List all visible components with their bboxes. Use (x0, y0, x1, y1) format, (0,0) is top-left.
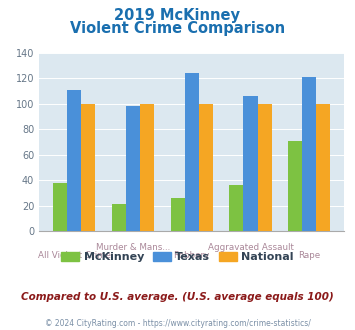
Bar (185, 73, 199, 231)
Text: Rape: Rape (298, 251, 320, 260)
Bar (67, 90, 81, 231)
Text: Murder & Mans...: Murder & Mans... (96, 243, 170, 251)
Bar (199, 104, 213, 231)
Bar (81, 104, 95, 231)
Text: Robbery: Robbery (174, 251, 210, 260)
Bar (53, 182, 67, 231)
Text: Aggravated Assault: Aggravated Assault (208, 243, 294, 251)
Bar (112, 204, 126, 231)
Bar (140, 104, 154, 231)
Legend: McKinney, Texas, National: McKinney, Texas, National (57, 248, 298, 267)
Bar (302, 77, 316, 231)
Bar (244, 96, 258, 231)
Text: Compared to U.S. average. (U.S. average equals 100): Compared to U.S. average. (U.S. average … (21, 292, 334, 302)
Bar (316, 104, 331, 231)
Text: All Violent Crime: All Violent Crime (38, 251, 110, 260)
Text: © 2024 CityRating.com - https://www.cityrating.com/crime-statistics/: © 2024 CityRating.com - https://www.city… (45, 319, 310, 328)
Bar (126, 106, 140, 231)
Bar (229, 185, 244, 231)
Text: Violent Crime Comparison: Violent Crime Comparison (70, 21, 285, 36)
Text: 2019 McKinney: 2019 McKinney (115, 8, 240, 23)
Bar (258, 104, 272, 231)
Bar (170, 198, 185, 231)
Bar (288, 141, 302, 231)
